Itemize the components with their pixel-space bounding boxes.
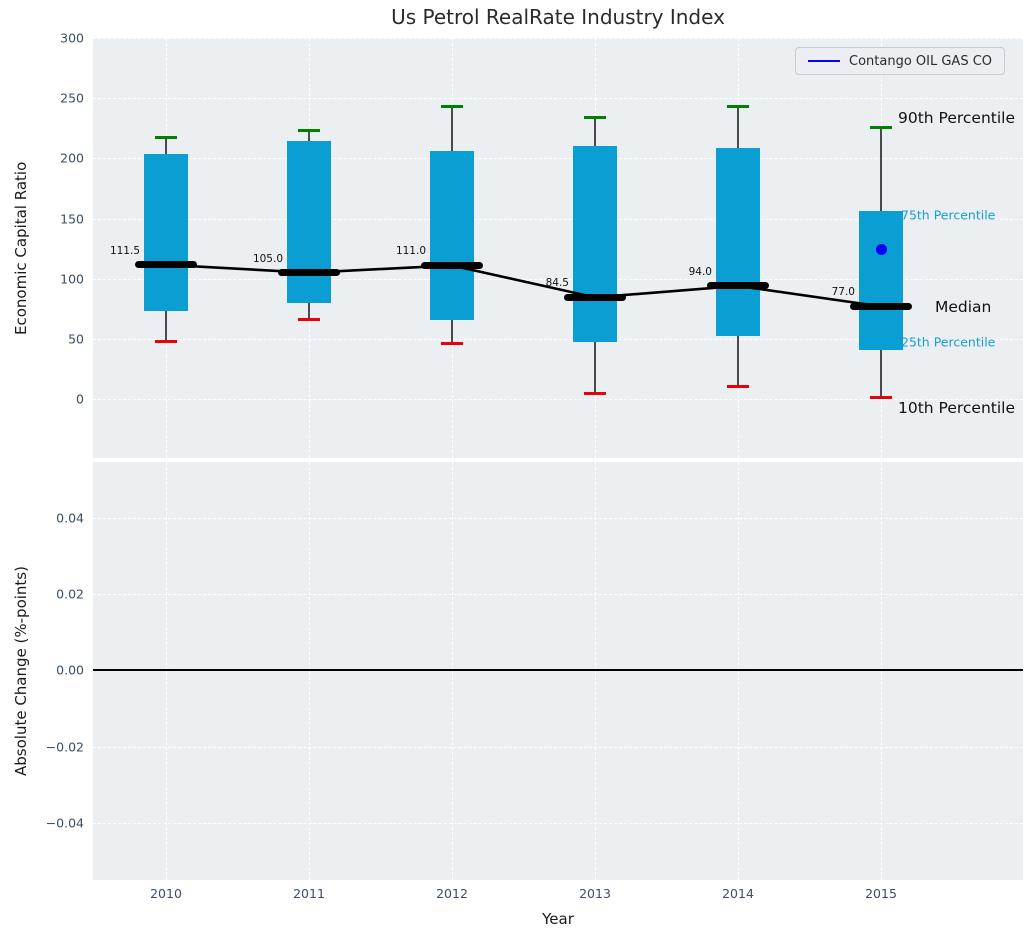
p10-cap-2012 bbox=[441, 342, 463, 346]
p10-cap-2010 bbox=[155, 339, 177, 343]
ytick-label: 100 bbox=[60, 271, 84, 287]
ytick-label: 300 bbox=[60, 30, 84, 46]
x-axis-label: Year bbox=[542, 910, 574, 928]
xtick-label: 2015 bbox=[865, 886, 897, 901]
p10-cap-2015 bbox=[870, 396, 892, 400]
box-2014 bbox=[716, 147, 760, 337]
ytick-label: 0 bbox=[76, 391, 84, 407]
annotation-10th-percentile: 10th Percentile bbox=[898, 398, 1016, 417]
box-2010 bbox=[144, 153, 188, 312]
median-value-label-2013: 84.5 bbox=[545, 277, 569, 290]
legend-line-sample bbox=[808, 60, 840, 62]
annotation-25th-percentile: 25th Percentile bbox=[901, 334, 996, 350]
median-value-label-2015: 77.0 bbox=[831, 286, 855, 299]
legend: Contango OIL GAS CO bbox=[795, 47, 1006, 75]
gridline-h bbox=[93, 746, 1023, 748]
ytick-label: −0.02 bbox=[45, 739, 84, 754]
chart-title: Us Petrol RealRate Industry Index bbox=[391, 5, 725, 29]
gridline-h bbox=[93, 399, 1023, 401]
p10-cap-2011 bbox=[298, 318, 320, 322]
zero-line bbox=[93, 669, 1023, 672]
xtick-label: 2013 bbox=[579, 886, 611, 901]
ytick-label: 200 bbox=[60, 150, 84, 166]
xtick-label: 2010 bbox=[150, 886, 182, 901]
gridline-h bbox=[93, 278, 1023, 280]
gridline-h bbox=[93, 98, 1023, 100]
p90-cap-2013 bbox=[584, 115, 606, 119]
xtick-label: 2012 bbox=[436, 886, 468, 901]
xtick-label: 2011 bbox=[293, 886, 325, 901]
p10-cap-2013 bbox=[584, 391, 606, 395]
legend-label: Contango OIL GAS CO bbox=[849, 53, 993, 69]
box-2015 bbox=[859, 211, 903, 350]
ytick-label: 250 bbox=[60, 90, 84, 106]
median-bar-2011 bbox=[278, 269, 340, 277]
gridline-h bbox=[93, 517, 1023, 519]
ytick-label: 150 bbox=[60, 211, 84, 227]
median-bar-2010 bbox=[135, 261, 197, 269]
annotation-75th-percentile: 75th Percentile bbox=[901, 207, 996, 223]
median-bar-2015 bbox=[850, 302, 912, 310]
bottom-axes bbox=[93, 462, 1023, 880]
gridline-h bbox=[93, 593, 1023, 595]
ytick-label: −0.04 bbox=[45, 815, 84, 831]
xtick-label: 2014 bbox=[722, 886, 754, 901]
p10-cap-2014 bbox=[727, 385, 749, 389]
median-value-label-2012: 111.0 bbox=[395, 245, 426, 258]
p90-cap-2011 bbox=[298, 129, 320, 133]
median-value-label-2014: 94.0 bbox=[688, 265, 712, 278]
box-2013 bbox=[573, 146, 617, 343]
annotation-median: Median bbox=[935, 298, 992, 317]
ytick-label: 50 bbox=[68, 331, 84, 347]
median-bar-2014 bbox=[707, 282, 769, 290]
ytick-label: 0.00 bbox=[56, 662, 84, 678]
p90-cap-2010 bbox=[155, 136, 177, 140]
p90-cap-2015 bbox=[870, 125, 892, 129]
median-value-label-2011: 105.0 bbox=[252, 252, 283, 265]
top-axes: 111.5 105.0 111.0 84.5 94.0 77.0 bbox=[93, 38, 1023, 458]
company-point bbox=[875, 244, 887, 256]
median-bar-2013 bbox=[564, 293, 626, 301]
annotation-90th-percentile: 90th Percentile bbox=[898, 109, 1016, 128]
gridline-h bbox=[93, 38, 1023, 39]
median-value-label-2010: 111.5 bbox=[109, 244, 140, 257]
ytick-label: 0.04 bbox=[56, 510, 84, 526]
median-bar-2012 bbox=[421, 261, 483, 269]
gridline-h bbox=[93, 218, 1023, 220]
box-2012 bbox=[430, 151, 474, 320]
p90-cap-2012 bbox=[441, 105, 463, 109]
p90-cap-2014 bbox=[727, 105, 749, 109]
gridline-h bbox=[93, 822, 1023, 824]
ytick-label: 0.02 bbox=[56, 586, 84, 602]
gridline-h bbox=[93, 158, 1023, 160]
gridline-h bbox=[93, 338, 1023, 340]
